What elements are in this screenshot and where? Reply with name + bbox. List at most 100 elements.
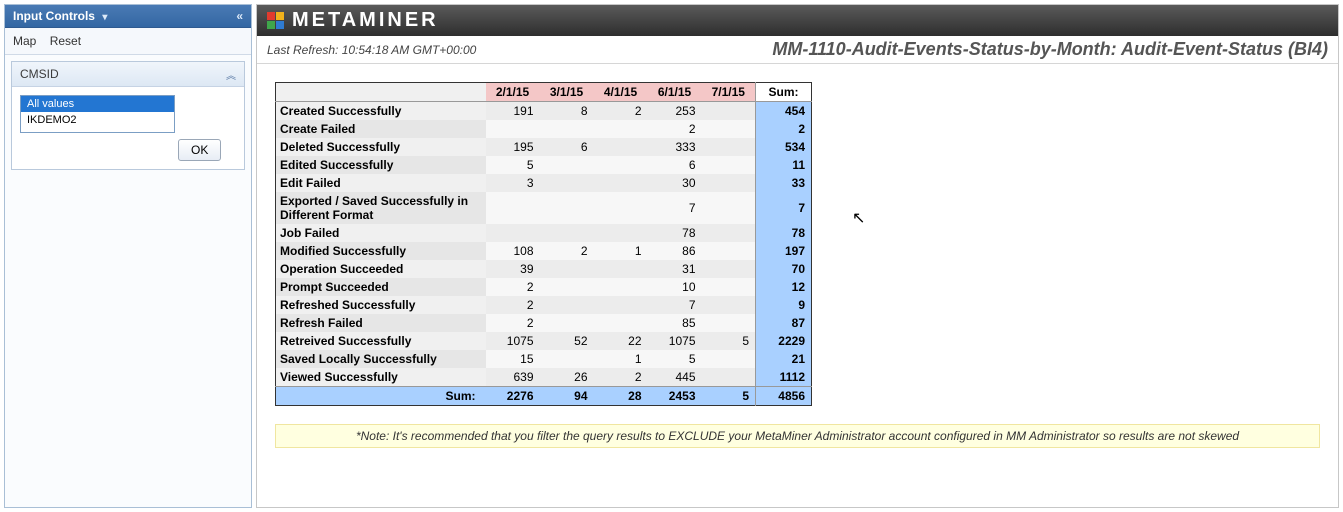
column-header: 4/1/15 [594, 83, 648, 102]
grand-total: 4856 [756, 387, 812, 406]
report-main: METAMINER Last Refresh: 10:54:18 AM GMT+… [256, 4, 1339, 508]
collapse-sidebar-icon[interactable]: « [236, 9, 243, 23]
cell [702, 138, 756, 156]
table-row: Viewed Successfully6392624451112 [276, 368, 812, 387]
row-label: Job Failed [276, 224, 486, 242]
cell [702, 296, 756, 314]
cmsid-listbox[interactable]: All valuesIKDEMO2 [20, 95, 175, 133]
column-header: 3/1/15 [540, 83, 594, 102]
cmsid-panel-title[interactable]: CMSID ︽ [12, 62, 244, 87]
footer-cell: 2276 [486, 387, 540, 406]
cell [702, 224, 756, 242]
cmsid-option[interactable]: All values [21, 96, 174, 112]
row-label: Viewed Successfully [276, 368, 486, 387]
cell: 3 [486, 174, 540, 192]
map-link[interactable]: Map [13, 34, 36, 48]
last-refresh-label: Last Refresh: 10:54:18 AM GMT+00:00 [267, 43, 476, 57]
reset-link[interactable]: Reset [50, 34, 81, 48]
column-header: 6/1/15 [648, 83, 702, 102]
cell [540, 350, 594, 368]
row-sum: 2229 [756, 332, 812, 350]
table-row: Job Failed 78 78 [276, 224, 812, 242]
cell: 6 [540, 138, 594, 156]
cell [486, 120, 540, 138]
row-label: Deleted Successfully [276, 138, 486, 156]
row-label: Exported / Saved Successfully in Differe… [276, 192, 486, 224]
table-row: Exported / Saved Successfully in Differe… [276, 192, 812, 224]
footer-cell: 28 [594, 387, 648, 406]
cell [594, 260, 648, 278]
cell [702, 174, 756, 192]
brand-name: METAMINER [292, 9, 439, 32]
table-row: Modified Successfully1082186197 [276, 242, 812, 260]
row-sum: 78 [756, 224, 812, 242]
table-row: Deleted Successfully1956 333 534 [276, 138, 812, 156]
cell: 2 [594, 368, 648, 387]
cell: 7 [648, 296, 702, 314]
cell [702, 368, 756, 387]
sidebar-header: Input Controls ▾ « [5, 5, 251, 28]
cell [540, 260, 594, 278]
row-sum: 70 [756, 260, 812, 278]
cell [702, 350, 756, 368]
cell: 1075 [648, 332, 702, 350]
cell [594, 224, 648, 242]
cell: 1075 [486, 332, 540, 350]
cell: 78 [648, 224, 702, 242]
cell [702, 192, 756, 224]
cell [702, 260, 756, 278]
footer-cell: 94 [540, 387, 594, 406]
cell: 2 [486, 278, 540, 296]
cell: 39 [486, 260, 540, 278]
row-label: Saved Locally Successfully [276, 350, 486, 368]
row-label: Edited Successfully [276, 156, 486, 174]
report-content: 2/1/153/1/154/1/156/1/157/1/15Sum:Create… [257, 64, 1338, 466]
row-sum: 534 [756, 138, 812, 156]
collapse-panel-icon[interactable]: ︽ [226, 67, 236, 82]
footer-cell: 5 [702, 387, 756, 406]
cell: 2 [486, 296, 540, 314]
row-sum: 2 [756, 120, 812, 138]
cell [540, 314, 594, 332]
row-sum: 1112 [756, 368, 812, 387]
ok-button[interactable]: OK [178, 139, 221, 161]
cell: 5 [648, 350, 702, 368]
app-root: Input Controls ▾ « Map Reset CMSID ︽ All… [0, 0, 1343, 512]
cell: 2 [540, 242, 594, 260]
cell: 86 [648, 242, 702, 260]
cell: 108 [486, 242, 540, 260]
report-title: MM-1110-Audit-Events-Status-by-Month: Au… [772, 39, 1328, 60]
cell: 333 [648, 138, 702, 156]
cell: 195 [486, 138, 540, 156]
row-label: Refresh Failed [276, 314, 486, 332]
cell: 31 [648, 260, 702, 278]
cell: 15 [486, 350, 540, 368]
cell [486, 224, 540, 242]
cell [702, 102, 756, 121]
chevron-down-icon[interactable]: ▾ [102, 12, 107, 23]
cell: 26 [540, 368, 594, 387]
cell: 2 [486, 314, 540, 332]
row-sum: 33 [756, 174, 812, 192]
column-header: 2/1/15 [486, 83, 540, 102]
cell [540, 224, 594, 242]
table-row: Prompt Succeeded21012 [276, 278, 812, 296]
footer-note: *Note: It's recommended that you filter … [275, 424, 1320, 448]
table-row: Saved Locally Successfully151521 [276, 350, 812, 368]
table-row: Refresh Failed28587 [276, 314, 812, 332]
cell: 253 [648, 102, 702, 121]
cell: 85 [648, 314, 702, 332]
cell [594, 314, 648, 332]
row-label: Modified Successfully [276, 242, 486, 260]
cell [594, 174, 648, 192]
input-controls-sidebar: Input Controls ▾ « Map Reset CMSID ︽ All… [4, 4, 252, 508]
footer-cell: 2453 [648, 387, 702, 406]
cmsid-panel: CMSID ︽ All valuesIKDEMO2 OK [11, 61, 245, 170]
cell [702, 120, 756, 138]
cell [540, 120, 594, 138]
cell: 2 [648, 120, 702, 138]
cell [540, 278, 594, 296]
cmsid-option[interactable]: IKDEMO2 [21, 112, 174, 128]
cell [702, 314, 756, 332]
cell: 6 [648, 156, 702, 174]
